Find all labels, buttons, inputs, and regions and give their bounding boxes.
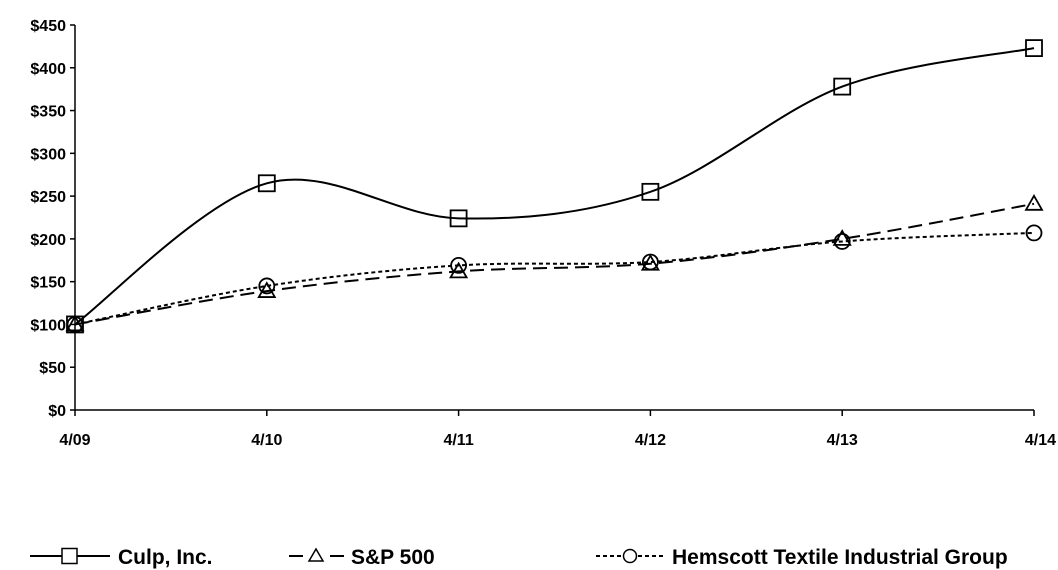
y-tick-label: $400 (30, 61, 66, 78)
series-line (74, 202, 1035, 326)
y-tick-label: $0 (48, 403, 66, 420)
y-tick-label: $200 (30, 232, 66, 249)
legend-item-hemscott: Hemscott Textile Industrial Group (596, 546, 1008, 569)
data-point-circle (1025, 224, 1043, 242)
x-tick-label: 4/12 (635, 432, 666, 449)
series-culp-inc (66, 39, 1043, 334)
series-layer (65, 39, 1044, 334)
y-tick-label: $300 (30, 146, 66, 163)
x-tick-label: 4/14 (1025, 432, 1056, 449)
x-tick-label: 4/11 (443, 432, 473, 449)
y-axis: $0 $50 $100 $150 $200 $250 $300 $350 $400 $450 (30, 18, 76, 420)
x-tick-label: 4/13 (827, 432, 858, 449)
data-point-square (833, 77, 852, 96)
y-tick-label: $450 (30, 18, 66, 35)
data-point-square (1025, 39, 1043, 57)
data-point-square (449, 209, 468, 228)
legend: Culp, Inc. S&P 500 Hemscott Textile Indu… (30, 546, 1008, 569)
data-point-circle (258, 277, 276, 295)
y-tick-group: $0 $50 $100 $150 $200 $250 $300 $350 $400 $450 (30, 18, 75, 420)
legend-triangle-marker (307, 547, 325, 562)
data-point-circle (833, 233, 851, 250)
series-line (74, 47, 1035, 326)
data-point-circle (66, 316, 84, 333)
y-tick-label: $100 (30, 317, 66, 334)
y-tick-label: $50 (39, 360, 66, 377)
y-tick-label: $250 (30, 189, 66, 206)
data-point-square (257, 174, 276, 193)
data-point-triangle (832, 229, 852, 246)
data-point-square (641, 182, 660, 201)
data-point-triangle (65, 314, 85, 332)
legend-circle-marker (622, 548, 638, 564)
y-tick-label: $150 (30, 275, 66, 292)
y-tick-label: $350 (30, 104, 66, 121)
x-tick-label: 4/09 (59, 432, 90, 449)
data-point-circle (450, 257, 468, 274)
x-tick-label: 4/10 (251, 432, 282, 449)
legend-item-culp: Culp, Inc. (30, 546, 213, 569)
series-line (74, 231, 1035, 326)
data-point-triangle (257, 281, 277, 298)
legend-label-hemscott: Hemscott Textile Industrial Group (672, 546, 1008, 569)
legend-label-sp500: S&P 500 (351, 546, 435, 569)
legend-square-marker (61, 547, 78, 565)
x-axis: 4/09 4/10 4/11 4/12 4/13 4/14 (59, 409, 1056, 449)
data-point-circle (642, 253, 659, 271)
legend-item-sp500: S&P 500 (289, 546, 435, 569)
data-point-triangle (449, 261, 469, 279)
legend-label-culp: Culp, Inc. (118, 546, 213, 569)
series-hemscott-textile-industrial-group (66, 224, 1043, 333)
x-tick-group: 4/09 4/10 4/11 4/12 4/13 4/14 (59, 410, 1056, 449)
data-point-triangle (1024, 193, 1044, 211)
